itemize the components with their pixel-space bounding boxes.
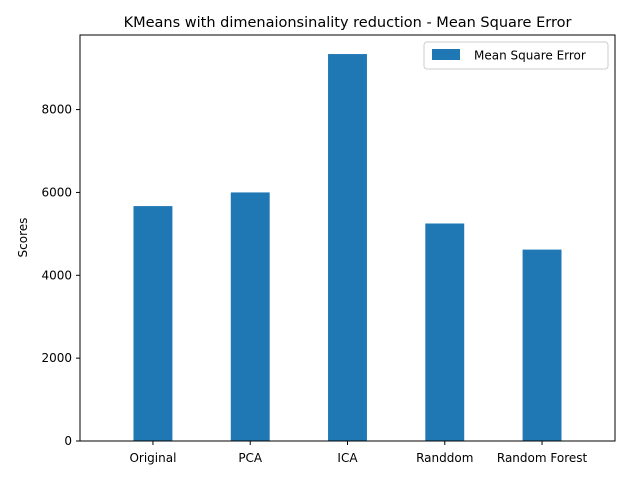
y-tick-label: 4000 [41, 268, 72, 282]
bar-ica [328, 54, 367, 442]
y-tick-label: 6000 [41, 185, 72, 199]
y-tick-label: 8000 [41, 103, 72, 117]
bar-randdom [425, 223, 465, 441]
x-tick-label: PCA [238, 451, 263, 465]
legend-swatch [432, 49, 460, 60]
x-ticks-group: Original PCA ICA Randdom Random Forest [129, 441, 587, 465]
legend-box [423, 41, 609, 70]
legend-label: Mean Square Error [474, 49, 586, 63]
y-axis-label: Scores [16, 218, 30, 258]
y-tick-label: 2000 [41, 351, 72, 365]
legend: Mean Square Error [423, 41, 609, 70]
bar-pca [230, 192, 270, 441]
bars-group [133, 54, 562, 442]
x-tick-label: ICA [337, 451, 358, 465]
x-tick-label: Random Forest [497, 451, 588, 465]
x-tick-label: Original [129, 451, 176, 465]
bar-random-forest [522, 249, 562, 441]
y-tick-label: 0 [64, 434, 72, 448]
chart-title: KMeans with dimenaionsinality reduction … [124, 15, 572, 31]
plot-frame [79, 34, 616, 442]
x-tick-label: Randdom [416, 451, 473, 465]
bar-original [133, 206, 173, 441]
y-ticks-group: 0 2000 4000 6000 8000 [41, 103, 80, 448]
